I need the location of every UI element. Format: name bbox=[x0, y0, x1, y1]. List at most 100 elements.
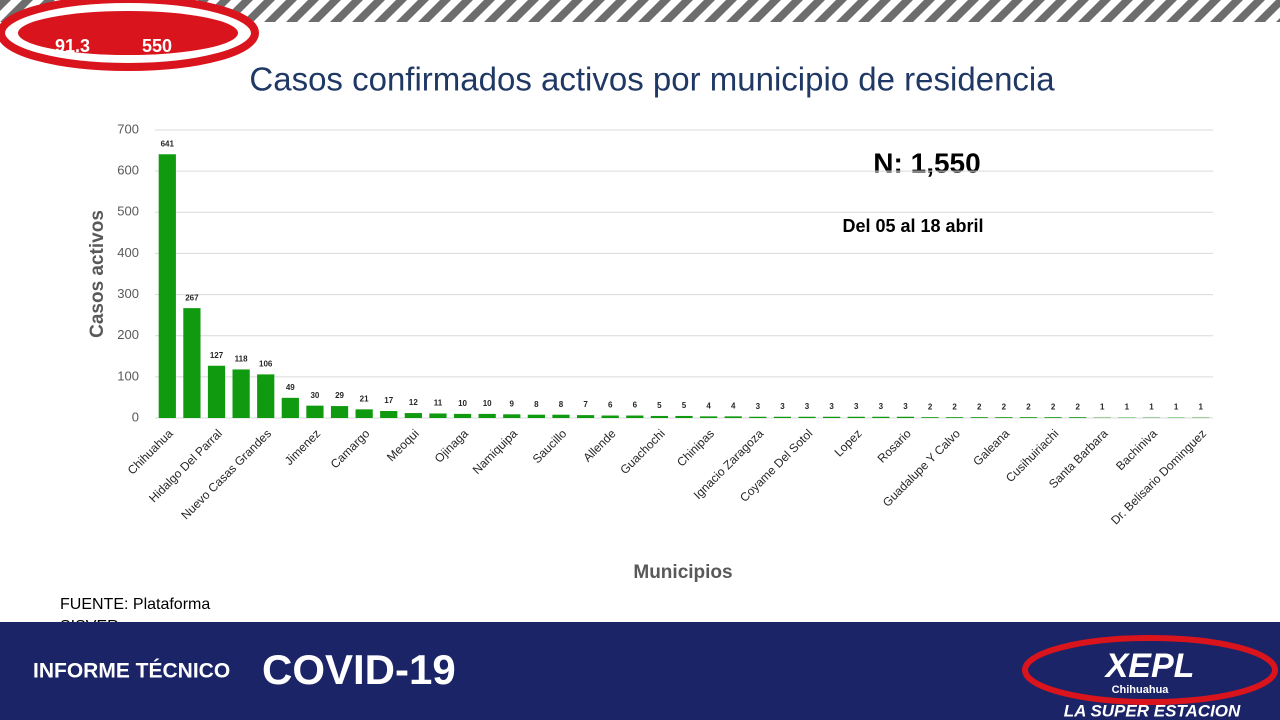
data-label: 2 bbox=[928, 402, 933, 411]
data-label: 2 bbox=[1026, 402, 1031, 411]
logo-text: 550 bbox=[142, 36, 172, 56]
bar bbox=[1019, 417, 1038, 418]
data-label: 3 bbox=[879, 402, 884, 411]
bar bbox=[232, 369, 250, 418]
annotation: Del 05 al 18 abril bbox=[842, 216, 983, 236]
bar bbox=[355, 409, 373, 418]
y-axis-label: Casos activos bbox=[87, 210, 108, 338]
bar bbox=[773, 416, 792, 418]
bar bbox=[699, 416, 718, 418]
data-label: 8 bbox=[559, 400, 564, 409]
data-label: 2 bbox=[1075, 402, 1080, 411]
bar bbox=[306, 405, 324, 418]
bar bbox=[257, 374, 275, 418]
y-tick-label: 200 bbox=[117, 327, 139, 342]
data-label: 3 bbox=[780, 402, 785, 411]
footer-station: XEPL bbox=[1104, 647, 1195, 685]
bar bbox=[158, 154, 176, 418]
bar bbox=[281, 397, 299, 418]
bar bbox=[1069, 417, 1087, 418]
bar bbox=[970, 417, 988, 418]
bar bbox=[749, 416, 767, 418]
data-label: 2 bbox=[952, 402, 957, 411]
bar bbox=[404, 413, 422, 418]
data-label: 10 bbox=[483, 399, 492, 408]
bar bbox=[453, 413, 472, 418]
footer-slogan: LA SUPER ESTACION bbox=[1064, 701, 1241, 720]
data-label: 2 bbox=[1002, 402, 1007, 411]
logo-text: 91.3 bbox=[55, 36, 90, 56]
footer-label: INFORME TÉCNICO bbox=[33, 660, 230, 683]
data-label: 127 bbox=[210, 351, 224, 360]
data-label: 1 bbox=[1125, 403, 1130, 412]
y-tick-label: 300 bbox=[117, 286, 139, 301]
bar bbox=[823, 416, 841, 418]
footer-headline: COVID-19 bbox=[262, 646, 456, 693]
y-tick-label: 0 bbox=[132, 409, 139, 424]
footer-band bbox=[0, 622, 1280, 720]
bar bbox=[995, 417, 1013, 418]
data-label: 1 bbox=[1100, 403, 1105, 412]
data-label: 641 bbox=[161, 139, 175, 148]
y-tick-label: 400 bbox=[117, 245, 139, 260]
logo bbox=[18, 11, 238, 55]
y-tick-label: 600 bbox=[117, 163, 139, 178]
bar bbox=[724, 416, 742, 418]
y-tick-label: 700 bbox=[117, 121, 139, 136]
bar bbox=[946, 417, 964, 418]
bar bbox=[552, 414, 570, 418]
bar bbox=[601, 415, 619, 418]
bar bbox=[576, 415, 595, 418]
bar bbox=[478, 413, 496, 418]
data-label: 10 bbox=[458, 399, 467, 408]
bar bbox=[380, 411, 398, 418]
bar bbox=[626, 415, 644, 418]
bar bbox=[207, 365, 226, 418]
data-label: 4 bbox=[706, 401, 711, 410]
footer-logo bbox=[1022, 635, 1278, 705]
data-label: 6 bbox=[608, 401, 613, 410]
chart-title: Casos confirmados activos por municipio … bbox=[249, 61, 1055, 98]
data-label: 6 bbox=[633, 401, 638, 410]
data-label: 2 bbox=[1051, 402, 1056, 411]
footer-state: Chihuahua bbox=[1112, 684, 1170, 696]
bar bbox=[330, 406, 349, 418]
data-label: 3 bbox=[903, 402, 908, 411]
data-label: 8 bbox=[534, 400, 539, 409]
data-label: 12 bbox=[409, 398, 418, 407]
data-label: 4 bbox=[731, 401, 736, 410]
data-label: 29 bbox=[335, 391, 344, 400]
bar bbox=[503, 414, 521, 418]
data-label: 3 bbox=[805, 402, 810, 411]
y-tick-label: 100 bbox=[117, 368, 139, 383]
data-label: 267 bbox=[185, 293, 199, 302]
bar bbox=[183, 308, 201, 418]
data-label: 5 bbox=[682, 401, 687, 410]
bar bbox=[1044, 417, 1062, 418]
data-label: 21 bbox=[360, 394, 369, 403]
data-label: 118 bbox=[235, 355, 248, 364]
data-label: 1 bbox=[1198, 403, 1203, 412]
annotation: N: 1,550 bbox=[873, 147, 980, 178]
bar bbox=[798, 416, 816, 418]
top-stripes bbox=[0, 0, 1280, 22]
bar bbox=[429, 413, 447, 418]
bar bbox=[896, 416, 915, 418]
bar bbox=[872, 416, 890, 418]
data-label: 49 bbox=[286, 383, 295, 392]
data-label: 3 bbox=[854, 402, 859, 411]
data-label: 30 bbox=[310, 391, 319, 400]
data-label: 5 bbox=[657, 401, 662, 410]
data-label: 7 bbox=[583, 400, 588, 409]
data-label: 1 bbox=[1174, 403, 1179, 412]
data-label: 2 bbox=[977, 402, 982, 411]
bar bbox=[921, 417, 939, 418]
bar bbox=[675, 415, 693, 418]
data-label: 17 bbox=[384, 396, 393, 405]
bar bbox=[847, 416, 865, 418]
data-label: 9 bbox=[510, 399, 515, 408]
bar bbox=[650, 415, 669, 418]
bar bbox=[527, 414, 545, 418]
